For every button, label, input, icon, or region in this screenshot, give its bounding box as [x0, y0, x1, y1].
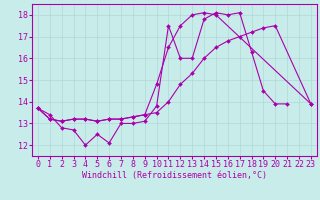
X-axis label: Windchill (Refroidissement éolien,°C): Windchill (Refroidissement éolien,°C) [82, 171, 267, 180]
